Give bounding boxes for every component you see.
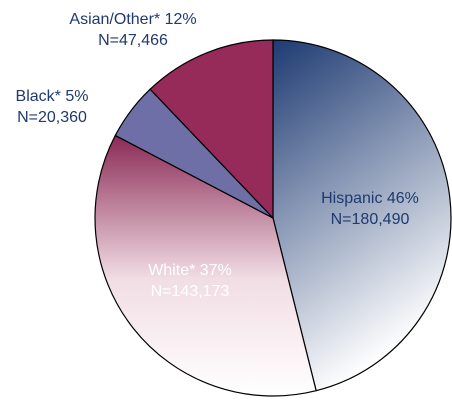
pie-slice-white <box>94 134 317 397</box>
pie-label-count: N=47,466 <box>98 32 168 49</box>
pie-label-percent: Black* 5% <box>16 88 89 105</box>
pie-label-count: N=180,490 <box>331 211 410 228</box>
pie-slice-asian-other <box>149 39 274 220</box>
pie-label-percent: Asian/Other* 12% <box>69 11 196 28</box>
pie-label-white: White* 37% N=143,173 <box>148 262 232 300</box>
pie-label-count: N=20,360 <box>17 109 87 126</box>
pie-label-asian-other: Asian/Other* 12% N=47,466 <box>69 11 196 49</box>
pie-label-percent: Hispanic 46% <box>321 190 419 207</box>
pie-label-count: N=143,173 <box>151 283 230 300</box>
pie-label-black: Black* 5% N=20,360 <box>16 88 89 126</box>
pie-label-percent: White* 37% <box>148 262 232 279</box>
pie-label-hispanic: Hispanic 46% N=180,490 <box>321 190 419 228</box>
pie-slice-hispanic <box>272 39 452 392</box>
